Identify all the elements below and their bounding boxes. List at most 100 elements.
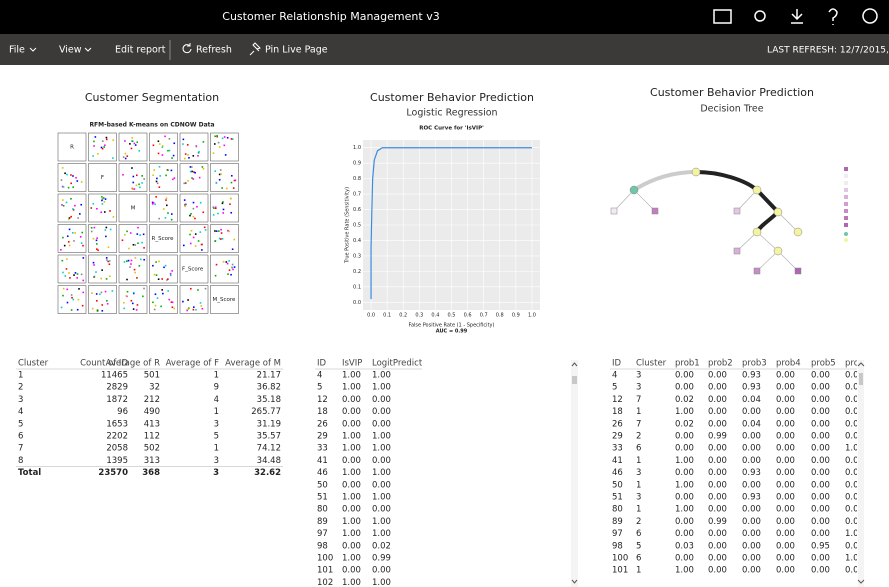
table-cell: 0.00 xyxy=(372,407,391,417)
table-cell: 33 xyxy=(612,444,623,454)
scrollbar-track[interactable] xyxy=(858,360,864,587)
matrix-dot xyxy=(227,229,229,232)
matrix-panel xyxy=(88,254,117,284)
tree-leaf xyxy=(733,247,741,255)
matrix-dot xyxy=(182,138,185,141)
table-cell: 0.00 xyxy=(811,395,830,405)
table-cell: 0.00 xyxy=(776,554,795,564)
matrix-dot xyxy=(157,152,160,155)
table-cell: 1.00 xyxy=(342,578,361,587)
matrix-dot xyxy=(67,186,70,189)
matrix-dot xyxy=(192,236,195,239)
table-cell: 0.00 xyxy=(708,566,727,576)
x-tick-label: 1.0 xyxy=(528,313,536,319)
scrollbar-thumb[interactable] xyxy=(859,373,863,385)
matrix-dot xyxy=(72,208,74,210)
fullscreen-icon[interactable] xyxy=(713,9,732,24)
matrix-dot xyxy=(189,170,192,173)
table-cell: 2202 xyxy=(106,432,128,442)
table-cell: 1 xyxy=(214,371,219,381)
matrix-dot xyxy=(71,231,74,234)
table-cell: 0.00 xyxy=(342,566,361,576)
matrix-dot xyxy=(68,272,70,274)
matrix-dot xyxy=(213,143,216,145)
menu-pin-live-page[interactable]: Pin Live Page xyxy=(265,45,328,56)
y-tick-label: 0.3 xyxy=(353,253,361,259)
table-cell: 26 xyxy=(612,419,623,429)
scrollbar-thumb[interactable] xyxy=(572,376,577,384)
table-cell: 6 xyxy=(636,444,641,454)
help-icon[interactable] xyxy=(828,8,838,25)
scrollbar-track[interactable] xyxy=(571,360,578,587)
matrix-dot xyxy=(70,174,72,176)
matrix-dot xyxy=(172,154,175,157)
matrix-dot xyxy=(195,309,197,311)
table-cell: 0.00 xyxy=(372,505,391,515)
menu-refresh[interactable]: Refresh xyxy=(196,45,232,56)
table-clip: ID Cluster prob1 prob2 prob3 prob4 prob5 pro 4 3 0… xyxy=(610,359,859,576)
table-cell: 0.00 xyxy=(776,517,795,527)
matrix-dot xyxy=(166,204,168,207)
table-cell: 0.00 xyxy=(742,432,761,442)
matrix-dot xyxy=(169,274,172,277)
table-cell: 1.00 xyxy=(675,407,694,417)
matrix-dot xyxy=(199,231,202,233)
table-cell: 1 xyxy=(636,407,641,417)
table-cell: 0.00 xyxy=(372,456,391,466)
table-cell: 0.00 xyxy=(675,371,694,381)
matrix-dot xyxy=(136,174,138,177)
table-cell: 0.00 xyxy=(742,444,761,454)
table-cell: 0.0 xyxy=(845,383,859,393)
matrix-dot xyxy=(203,226,206,229)
column-header: LogitPredict xyxy=(372,359,423,369)
matrix-dot xyxy=(82,257,85,259)
matrix-dot xyxy=(108,263,111,266)
table-cell: 0.0 xyxy=(845,395,859,405)
table-cell: 2829 xyxy=(106,383,128,393)
table-cell: 21.17 xyxy=(257,371,281,381)
table-cell: 1.00 xyxy=(342,554,361,564)
matrix-dot xyxy=(164,135,166,138)
table-cell: 0.00 xyxy=(675,554,694,564)
scroll-arrows[interactable] xyxy=(571,362,578,584)
table-cell: 96 xyxy=(117,407,128,417)
download-icon[interactable] xyxy=(791,9,803,24)
matrix-panel xyxy=(118,254,148,284)
menu-file[interactable]: File xyxy=(9,45,25,56)
matrix-dot xyxy=(204,287,207,290)
matrix-dot xyxy=(93,264,95,266)
matrix-dot xyxy=(164,264,167,267)
matrix-dot xyxy=(216,135,218,137)
matrix-dot xyxy=(154,293,157,296)
x-tick-label: 0.2 xyxy=(399,313,407,319)
matrix-dot xyxy=(130,299,133,302)
matrix-dot xyxy=(190,287,192,290)
matrix-dot xyxy=(229,203,231,205)
matrix-dot xyxy=(165,199,167,201)
matrix-dot xyxy=(216,135,218,138)
legend-swatch xyxy=(844,188,848,192)
table-cell: 0.00 xyxy=(708,383,727,393)
matrix-dot xyxy=(61,259,64,262)
total-cell: 368 xyxy=(142,468,160,478)
feedback-icon[interactable] xyxy=(862,8,878,24)
menu-view[interactable]: View xyxy=(59,45,82,56)
table-cell: 0.00 xyxy=(675,468,694,478)
table-cell: 26 xyxy=(317,419,328,429)
matrix-dot xyxy=(168,149,171,152)
menu-edit-report[interactable]: Edit report xyxy=(115,45,166,56)
matrix-dot xyxy=(220,232,223,234)
column-header: prob1 xyxy=(675,359,700,369)
table-cell: 0.00 xyxy=(776,505,795,515)
x-tick-label: 0.1 xyxy=(383,313,391,319)
table-cell: 8 xyxy=(18,456,23,466)
matrix-dot xyxy=(80,273,83,276)
menu-bar xyxy=(0,34,889,65)
matrix-dot xyxy=(151,203,154,205)
scroll-arrows[interactable] xyxy=(857,362,865,584)
table-cell: 0.00 xyxy=(342,395,361,405)
settings-icon[interactable] xyxy=(754,10,766,22)
table-cell: 0.00 xyxy=(776,407,795,417)
matrix-dot xyxy=(214,240,216,242)
table-cell: 51 xyxy=(317,493,328,503)
